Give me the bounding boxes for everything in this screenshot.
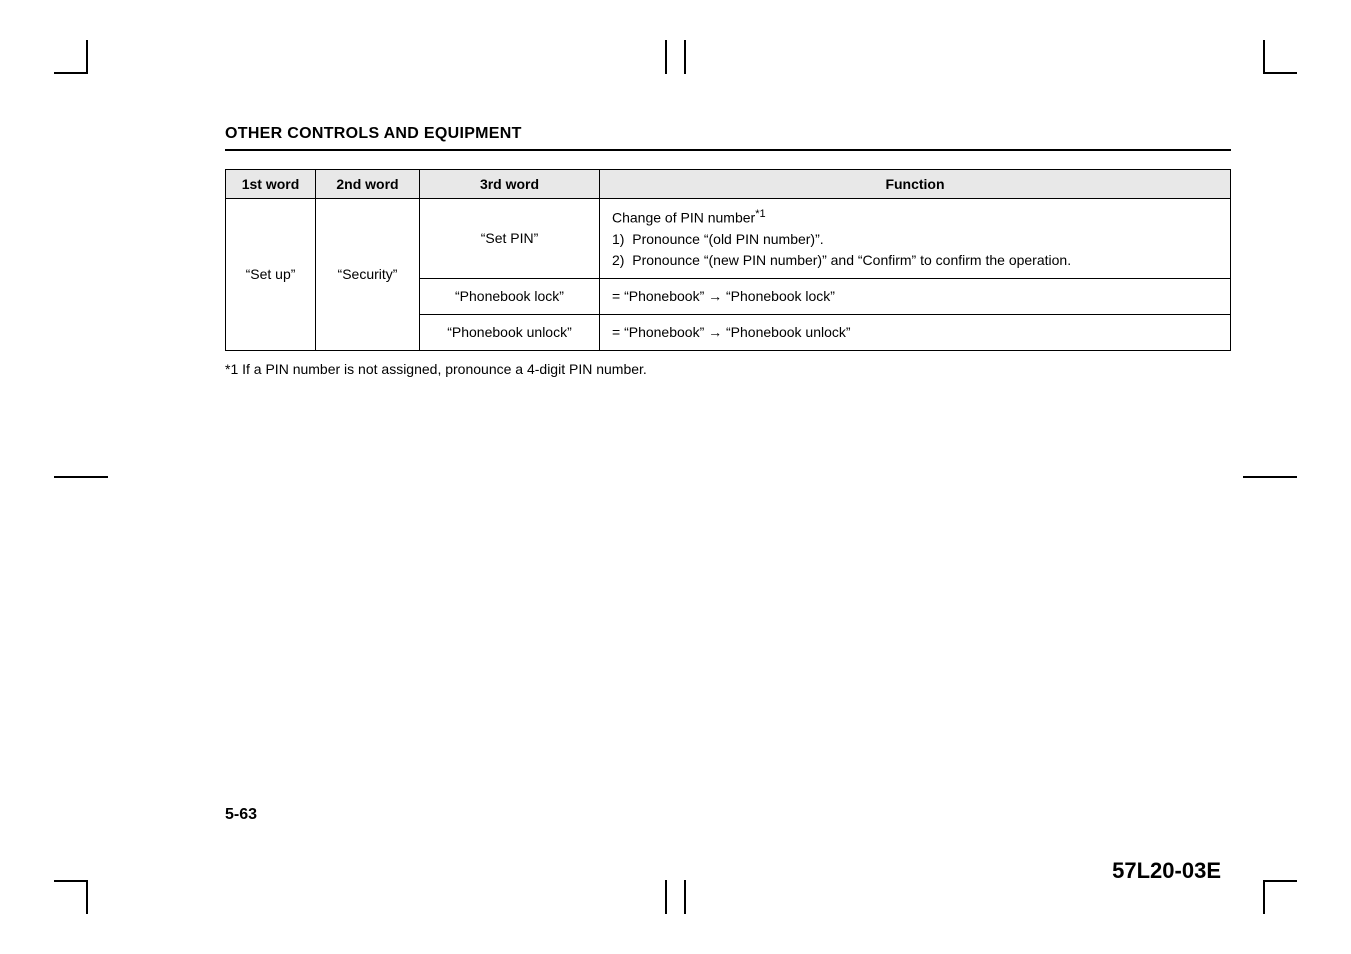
cell-3rd-word: “Phonebook lock” bbox=[420, 278, 600, 314]
crop-mark bbox=[1263, 72, 1297, 74]
function-list-item: 2) Pronounce “(new PIN number)” and “Con… bbox=[612, 250, 1218, 271]
crop-mark bbox=[1263, 40, 1265, 74]
cell-function: Change of PIN number*1 1) Pronounce “(ol… bbox=[600, 199, 1231, 279]
cell-1st-word: “Set up” bbox=[226, 199, 316, 351]
cell-3rd-word: “Phonebook unlock” bbox=[420, 314, 600, 350]
function-text-suffix: “Phonebook lock” bbox=[722, 288, 835, 304]
crop-mark bbox=[86, 40, 88, 74]
command-table: 1st word 2nd word 3rd word Function “Set… bbox=[225, 169, 1231, 351]
section-heading: OTHER CONTROLS AND EQUIPMENT bbox=[225, 125, 1231, 143]
function-list: 1) Pronounce “(old PIN number)”. 2) Pron… bbox=[612, 229, 1218, 271]
crop-mark bbox=[684, 880, 686, 914]
arrow-icon: → bbox=[708, 324, 722, 340]
crop-mark bbox=[54, 880, 88, 882]
page-content: OTHER CONTROLS AND EQUIPMENT 1st word 2n… bbox=[225, 125, 1231, 377]
footnote-reference: *1 bbox=[755, 208, 765, 220]
page-number: 5-63 bbox=[225, 806, 257, 824]
cell-3rd-word: “Set PIN” bbox=[420, 199, 600, 279]
function-text-prefix: = “Phonebook” bbox=[612, 324, 708, 340]
crop-mark bbox=[684, 40, 686, 74]
function-title: Change of PIN number bbox=[612, 210, 755, 226]
crop-mark bbox=[86, 880, 88, 914]
function-text-suffix: “Phonebook unlock” bbox=[722, 324, 850, 340]
function-list-item: 1) Pronounce “(old PIN number)”. bbox=[612, 229, 1218, 250]
crop-mark bbox=[1243, 476, 1297, 478]
arrow-icon: → bbox=[708, 288, 722, 304]
document-code: 57L20-03E bbox=[1112, 858, 1221, 884]
table-header-2nd-word: 2nd word bbox=[316, 170, 420, 199]
table-row: “Set up” “Security” “Set PIN” Change of … bbox=[226, 199, 1231, 279]
crop-mark bbox=[54, 72, 88, 74]
cell-function: = “Phonebook” → “Phonebook lock” bbox=[600, 278, 1231, 314]
function-text-prefix: = “Phonebook” bbox=[612, 288, 708, 304]
heading-rule bbox=[225, 149, 1231, 151]
table-footnote: *1 If a PIN number is not assigned, pron… bbox=[225, 361, 1231, 377]
cell-function: = “Phonebook” → “Phonebook unlock” bbox=[600, 314, 1231, 350]
crop-mark bbox=[1263, 880, 1297, 882]
crop-mark bbox=[665, 40, 667, 74]
table-header-1st-word: 1st word bbox=[226, 170, 316, 199]
crop-mark bbox=[665, 880, 667, 914]
table-header-3rd-word: 3rd word bbox=[420, 170, 600, 199]
cell-2nd-word: “Security” bbox=[316, 199, 420, 351]
table-header-row: 1st word 2nd word 3rd word Function bbox=[226, 170, 1231, 199]
table-header-function: Function bbox=[600, 170, 1231, 199]
crop-mark bbox=[54, 476, 108, 478]
crop-mark bbox=[1263, 880, 1265, 914]
